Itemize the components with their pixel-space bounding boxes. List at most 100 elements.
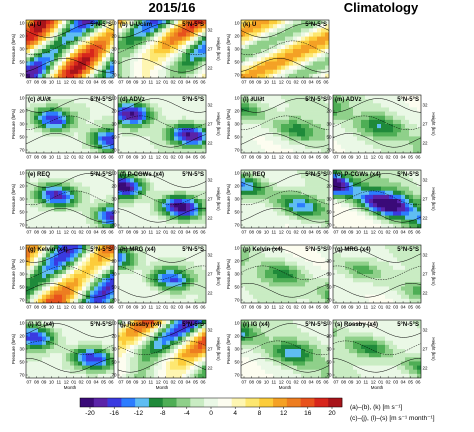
cell-k-7-0 bbox=[269, 20, 274, 25]
cell-i-11-0 bbox=[70, 320, 75, 325]
cell-n-13-6 bbox=[293, 194, 298, 200]
cell-h-6-7 bbox=[142, 274, 147, 279]
cell-l-11-11 bbox=[285, 140, 290, 146]
cell-n-6-7 bbox=[265, 199, 270, 204]
cell-f-12-5 bbox=[166, 190, 171, 196]
cell-a-0-11 bbox=[26, 65, 31, 71]
cell-d-21-10 bbox=[202, 136, 206, 141]
cell-g-20-4 bbox=[106, 261, 111, 267]
xtick-label-b-6: 01 bbox=[163, 80, 169, 85]
cell-k-13-2 bbox=[293, 28, 298, 33]
cell-d-8-7 bbox=[150, 124, 155, 129]
cell-i-11-2 bbox=[70, 328, 75, 333]
cell-c-3-3 bbox=[38, 107, 43, 112]
cell-k-6-9 bbox=[265, 57, 270, 62]
cell-j-2-3 bbox=[126, 332, 131, 337]
cell-d-19-6 bbox=[194, 119, 199, 125]
cell-i-18-9 bbox=[98, 357, 103, 362]
cell-j-7-6 bbox=[146, 344, 151, 350]
cell-i-3-9 bbox=[38, 357, 43, 362]
cell-e-10-0 bbox=[66, 170, 71, 175]
cell-j-5-1 bbox=[138, 324, 143, 329]
cell-b-13-8 bbox=[170, 53, 175, 58]
cell-f-14-12 bbox=[174, 219, 179, 225]
cell-k-21-10 bbox=[325, 61, 329, 66]
cell-i-14-13 bbox=[82, 373, 87, 378]
cell-b-6-13 bbox=[142, 73, 147, 78]
panel-i-field bbox=[26, 320, 114, 378]
cell-b-21-9 bbox=[202, 57, 206, 62]
cell-c-5-8 bbox=[46, 128, 51, 133]
cell-c-11-9 bbox=[70, 132, 75, 137]
cell-n-3-12 bbox=[253, 219, 258, 225]
cell-i-9-8 bbox=[62, 353, 67, 358]
cell-c-13-3 bbox=[78, 107, 83, 112]
cell-f-18-7 bbox=[190, 199, 195, 204]
cell-l-8-7 bbox=[273, 124, 278, 129]
ytick-label-g-0: 10 bbox=[19, 246, 25, 251]
cell-h-15-2 bbox=[178, 253, 183, 258]
cell-f-13-3 bbox=[170, 182, 175, 187]
cell-a-15-7 bbox=[86, 49, 91, 54]
cell-a-19-10 bbox=[102, 61, 107, 66]
cell-e-13-4 bbox=[78, 186, 83, 192]
cell-a-13-11 bbox=[78, 65, 83, 71]
cell-f-12-3 bbox=[166, 182, 171, 187]
cell-m-8-6 bbox=[365, 119, 370, 125]
cell-f-7-1 bbox=[146, 174, 151, 179]
cell-m-7-11 bbox=[361, 140, 366, 146]
cell-c-7-13 bbox=[54, 148, 59, 153]
cell-l-17-9 bbox=[309, 132, 314, 137]
cell-i-15-2 bbox=[86, 328, 91, 333]
cell-g-18-0 bbox=[98, 245, 103, 250]
cell-e-10-4 bbox=[66, 186, 71, 192]
cell-m-4-4 bbox=[349, 111, 354, 117]
cell-h-2-2 bbox=[126, 253, 131, 258]
cell-b-10-0 bbox=[158, 20, 163, 25]
cell-e-15-3 bbox=[86, 182, 91, 187]
cell-b-18-12 bbox=[190, 69, 195, 75]
cell-l-13-3 bbox=[293, 107, 298, 112]
cell-e-0-7 bbox=[26, 199, 31, 204]
cell-e-5-7 bbox=[46, 199, 51, 204]
cell-n-9-9 bbox=[277, 207, 282, 212]
cell-b-19-3 bbox=[194, 32, 199, 37]
cell-a-14-1 bbox=[82, 24, 87, 29]
cell-l-4-11 bbox=[257, 140, 262, 146]
cell-c-3-13 bbox=[38, 148, 43, 153]
cell-e-6-2 bbox=[50, 178, 55, 183]
cell-n-12-4 bbox=[289, 186, 294, 192]
cell-k-4-4 bbox=[257, 36, 262, 42]
cell-j-6-8 bbox=[142, 353, 147, 358]
cell-j-12-9 bbox=[166, 357, 171, 362]
cell-f-9-7 bbox=[154, 199, 159, 204]
cell-a-5-3 bbox=[46, 32, 51, 37]
cell-j-13-9 bbox=[170, 357, 175, 362]
cell-l-1-3 bbox=[245, 107, 250, 112]
cell-e-18-5 bbox=[98, 190, 103, 196]
cell-l-4-7 bbox=[257, 124, 262, 129]
cell-g-21-12 bbox=[110, 294, 114, 300]
cell-b-16-6 bbox=[182, 44, 187, 50]
cell-n-7-0 bbox=[269, 170, 274, 175]
cell-i-12-1 bbox=[74, 324, 79, 329]
cell-n-13-5 bbox=[293, 190, 298, 196]
cell-e-7-11 bbox=[54, 215, 59, 221]
cell-m-4-9 bbox=[349, 132, 354, 137]
cell-g-9-6 bbox=[62, 269, 67, 275]
cell-k-7-5 bbox=[269, 40, 274, 46]
cell-d-17-12 bbox=[186, 144, 191, 150]
cell-h-13-6 bbox=[170, 269, 175, 275]
cell-h-8-5 bbox=[150, 265, 155, 271]
cell-o-1-5 bbox=[337, 190, 342, 196]
cell-g-4-2 bbox=[42, 253, 47, 258]
cell-i-19-2 bbox=[102, 328, 107, 333]
cell-l-20-9 bbox=[321, 132, 326, 137]
cell-c-21-0 bbox=[110, 95, 114, 100]
cell-g-3-13 bbox=[38, 298, 43, 303]
cell-h-11-8 bbox=[162, 278, 167, 283]
cell-l-11-0 bbox=[285, 95, 290, 100]
cell-a-6-12 bbox=[50, 69, 55, 75]
cell-l-12-6 bbox=[289, 119, 294, 125]
cell-f-17-6 bbox=[186, 194, 191, 200]
